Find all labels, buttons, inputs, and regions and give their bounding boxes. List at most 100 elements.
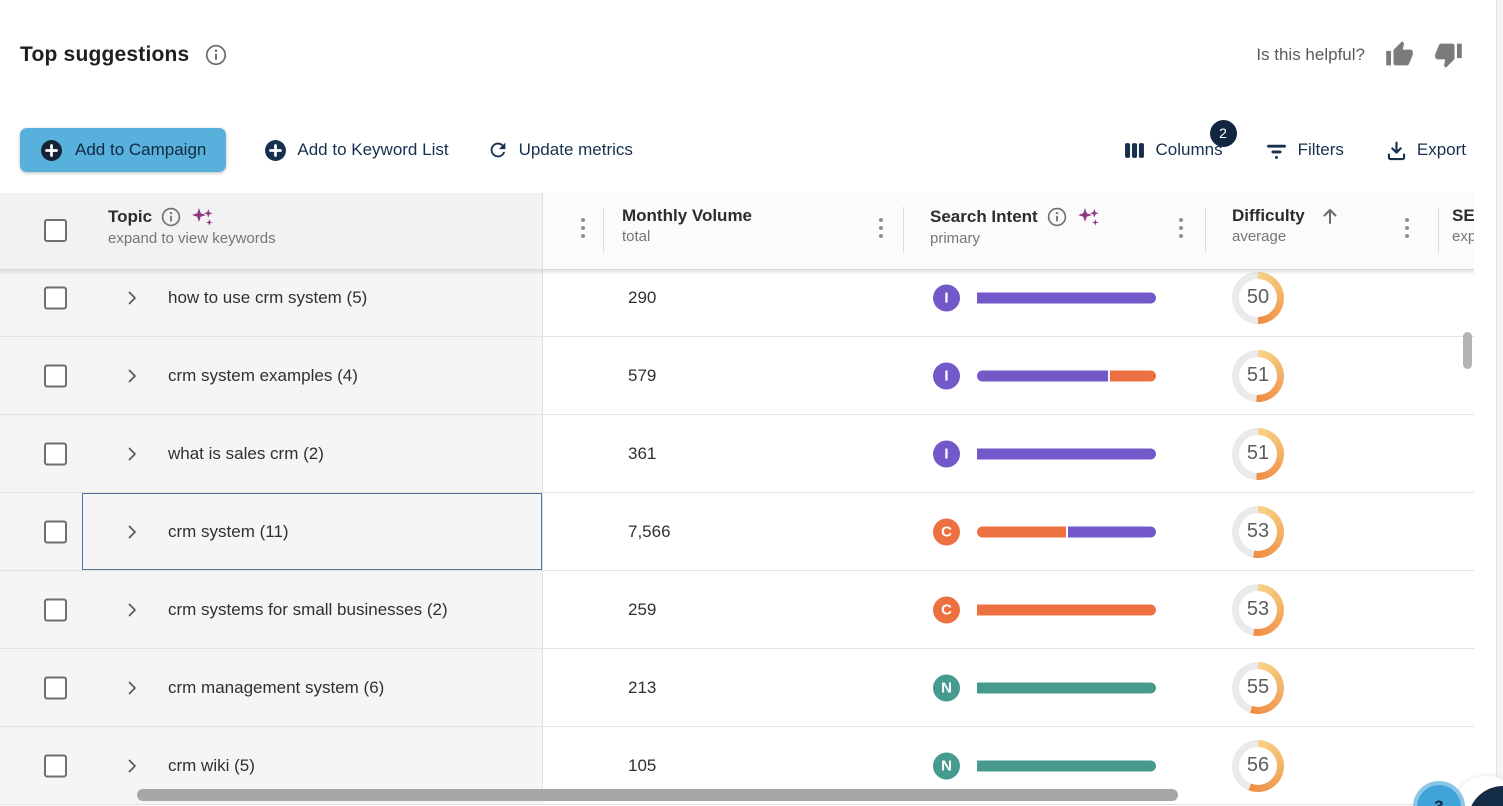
page-title: Top suggestions <box>20 42 190 66</box>
difficulty-value: 53 <box>1246 520 1270 542</box>
topic-label: what is sales crm (2) <box>168 443 324 463</box>
intent-bar <box>977 682 1156 693</box>
difficulty-column-header: Difficulty average <box>1232 206 1340 245</box>
search-intent-cell: N <box>933 752 1156 779</box>
sort-ascending-icon[interactable] <box>1320 206 1340 226</box>
topic-label: crm system (11) <box>168 521 289 541</box>
table-row[interactable]: crm management system (6) 213 N 55 <box>0 649 1474 727</box>
difficulty-value: 55 <box>1246 676 1270 698</box>
update-metrics-label: Update metrics <box>518 140 633 159</box>
topic-label: crm wiki (5) <box>168 755 255 775</box>
intent-segment <box>977 292 1156 303</box>
update-metrics-button[interactable]: Update metrics <box>487 139 633 161</box>
chevron-right-icon[interactable] <box>121 287 143 309</box>
columns-label: Columns <box>1155 140 1223 159</box>
thumbs-down-icon[interactable] <box>1434 40 1463 69</box>
row-checkbox[interactable] <box>44 598 67 621</box>
row-checkbox[interactable] <box>44 286 67 309</box>
intent-segment <box>1067 526 1156 537</box>
difficulty-donut: 53 <box>1232 505 1284 558</box>
intent-badge: C <box>933 518 960 545</box>
monthly-volume-column-header: Monthly Volume total <box>622 206 752 245</box>
row-checkbox[interactable] <box>44 442 67 465</box>
row-checkbox[interactable] <box>44 520 67 543</box>
topic-cell: crm systems for small businesses (2) <box>0 571 543 648</box>
topic-column-header: Topic expand to view keywords <box>108 206 276 247</box>
search-intent-column-header: Search Intent primary <box>930 206 1101 247</box>
chevron-right-icon[interactable] <box>121 599 143 621</box>
table-row[interactable]: crm system examples (4) 579 I 51 <box>0 337 1474 415</box>
add-to-campaign-button[interactable]: Add to Campaign <box>20 128 227 172</box>
download-icon <box>1386 140 1407 161</box>
monthly-volume-header-label: Monthly Volume <box>622 206 753 225</box>
topic-column-menu[interactable] <box>578 215 588 241</box>
thumbs-up-icon[interactable] <box>1385 40 1414 69</box>
search-intent-cell: C <box>933 518 1156 545</box>
column-divider <box>1438 207 1439 253</box>
info-icon[interactable] <box>161 207 181 227</box>
vertical-scrollbar-thumb[interactable] <box>1463 332 1472 369</box>
difficulty-value: 56 <box>1246 754 1270 776</box>
row-checkbox[interactable] <box>44 754 67 777</box>
filters-label: Filters <box>1297 140 1344 159</box>
chevron-right-icon[interactable] <box>121 677 143 699</box>
serp-header-sublabel: exp <box>1452 228 1474 245</box>
chevron-right-icon[interactable] <box>121 365 143 387</box>
search-intent-cell: I <box>933 284 1156 311</box>
serp-column-header: SE exp <box>1452 206 1474 245</box>
difficulty-column-menu[interactable] <box>1402 215 1412 241</box>
search-intent-header-label: Search Intent <box>930 207 1038 226</box>
info-icon[interactable] <box>1047 207 1067 227</box>
topic-header-label: Topic <box>108 207 153 226</box>
select-all-checkbox[interactable] <box>44 219 67 242</box>
search-intent-cell: I <box>933 440 1156 467</box>
sparkles-icon <box>190 206 215 228</box>
monthly-volume-header-sublabel: total <box>622 228 651 245</box>
topic-label: crm management system (6) <box>168 677 385 697</box>
row-checkbox[interactable] <box>44 676 67 699</box>
table-row[interactable]: what is sales crm (2) 361 I 51 <box>0 415 1474 493</box>
monthly-volume-column-menu[interactable] <box>876 215 886 241</box>
table-row[interactable]: crm systems for small businesses (2) 259… <box>0 571 1474 649</box>
chevron-right-icon[interactable] <box>121 443 143 465</box>
columns-button[interactable]: Columns 2 <box>1124 119 1237 161</box>
suggestions-table: Topic expand to view keywords Monthly Vo… <box>0 193 1474 806</box>
difficulty-value: 51 <box>1246 442 1270 464</box>
monthly-volume-value: 7,566 <box>628 521 671 541</box>
intent-bar <box>977 292 1156 303</box>
columns-count-badge: 2 <box>1209 119 1237 147</box>
table-row[interactable]: crm system (11) 7,566 C 53 <box>0 493 1474 571</box>
search-intent-column-menu[interactable] <box>1176 215 1186 241</box>
search-intent-cell: I <box>933 362 1156 389</box>
row-checkbox[interactable] <box>44 364 67 387</box>
difficulty-donut: 50 <box>1232 271 1284 324</box>
chevron-right-icon[interactable] <box>121 521 143 543</box>
intent-segment <box>977 760 1156 771</box>
horizontal-scrollbar-thumb[interactable] <box>137 789 1178 801</box>
filters-button[interactable]: Filters <box>1265 140 1344 161</box>
intent-bar <box>977 370 1156 381</box>
difficulty-value: 50 <box>1246 286 1270 308</box>
topic-cell: what is sales crm (2) <box>0 415 543 492</box>
intent-bar <box>977 526 1156 537</box>
difficulty-value: 53 <box>1246 598 1270 620</box>
intent-segment <box>977 682 1156 693</box>
table-body: how to use crm system (5) 290 I 50 crm s… <box>0 270 1474 806</box>
page-scrollbar-track <box>1496 0 1503 806</box>
export-button[interactable]: Export <box>1386 140 1466 161</box>
intent-badge: C <box>933 596 960 623</box>
column-divider <box>903 207 904 253</box>
difficulty-donut: 55 <box>1232 661 1284 714</box>
difficulty-header-label: Difficulty <box>1232 206 1305 225</box>
monthly-volume-value: 105 <box>628 755 657 775</box>
chevron-right-icon[interactable] <box>121 755 143 777</box>
monthly-volume-value: 290 <box>628 287 657 307</box>
info-icon[interactable] <box>205 44 227 66</box>
table-row[interactable]: how to use crm system (5) 290 I 50 <box>0 270 1474 337</box>
add-to-campaign-label: Add to Campaign <box>75 140 207 159</box>
intent-badge: I <box>933 440 960 467</box>
add-to-keyword-list-button[interactable]: Add to Keyword List <box>264 139 449 162</box>
intent-badge: N <box>933 752 960 779</box>
intent-segment <box>977 448 1156 459</box>
monthly-volume-value: 213 <box>628 677 657 697</box>
